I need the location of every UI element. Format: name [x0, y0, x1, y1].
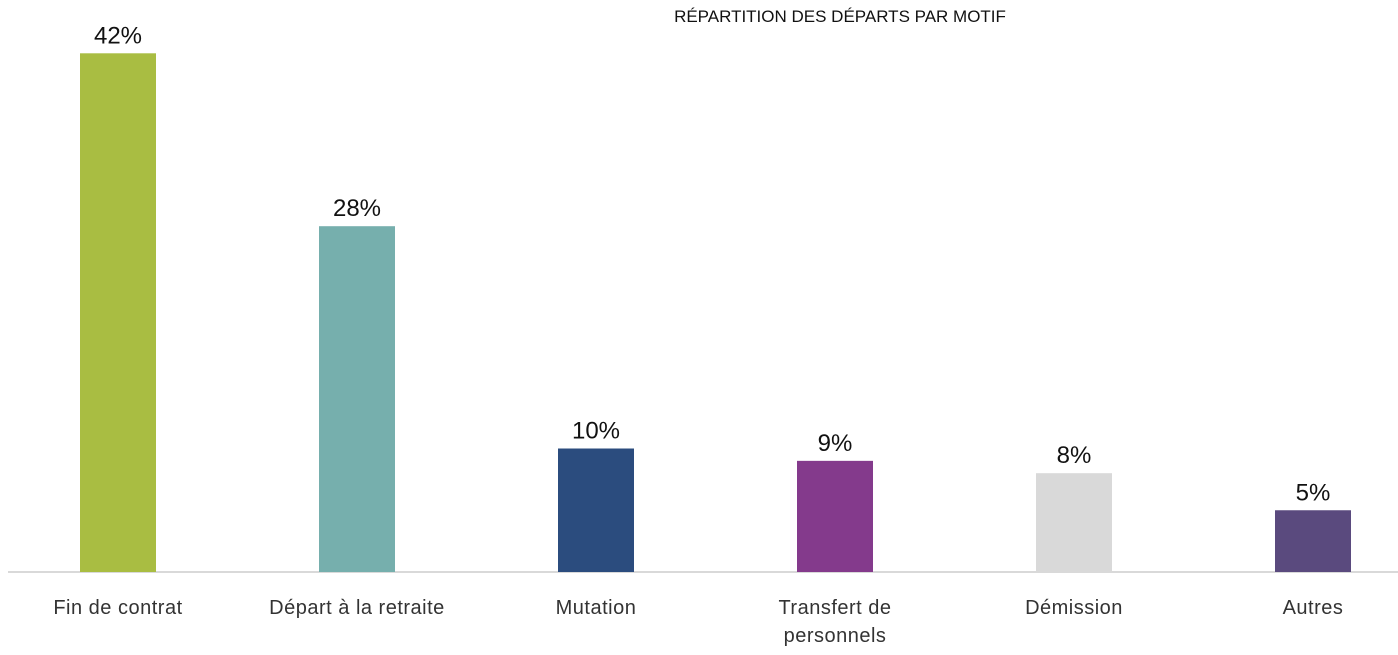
bar: [558, 448, 634, 572]
x-tick-label: Départ à la retraite: [269, 597, 445, 619]
data-label: 10%: [572, 418, 620, 445]
x-tick-label: Mutation: [555, 597, 637, 619]
data-label: 9%: [818, 430, 853, 457]
bar: [319, 226, 395, 572]
bar: [1036, 473, 1112, 572]
x-tick-label: Fin de contrat: [53, 597, 183, 619]
bar: [797, 460, 873, 572]
bar: [80, 53, 156, 573]
data-label: 5%: [1296, 479, 1331, 506]
x-tick-label: Autres: [1282, 597, 1344, 619]
chart-title: RÉPARTITION DES DÉPARTS PAR MOTIF: [674, 7, 1006, 26]
x-tick-label: Transfert de personnels: [778, 597, 892, 647]
data-label: 28%: [333, 195, 381, 222]
x-tick-label: Démission: [1025, 597, 1123, 619]
data-label: 42%: [94, 22, 142, 49]
data-label: 8%: [1057, 442, 1092, 469]
bar: [1275, 510, 1351, 572]
